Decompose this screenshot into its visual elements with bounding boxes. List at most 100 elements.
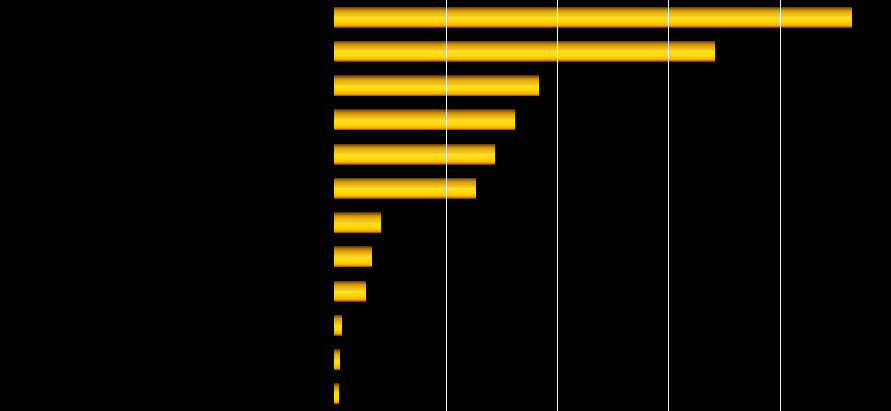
Bar: [334, 216, 381, 217]
Bar: [334, 10, 852, 11]
Bar: [334, 47, 715, 48]
Bar: [334, 79, 539, 80]
Bar: [334, 400, 339, 401]
Bar: [334, 386, 339, 387]
Bar: [334, 213, 381, 214]
Bar: [334, 158, 495, 159]
Bar: [334, 59, 715, 60]
Bar: [334, 220, 381, 221]
Bar: [334, 23, 852, 24]
Bar: [334, 77, 539, 78]
Bar: [334, 394, 339, 395]
Bar: [334, 332, 342, 333]
Bar: [334, 227, 381, 228]
Bar: [334, 392, 339, 393]
Bar: [334, 350, 340, 351]
Bar: [334, 324, 342, 325]
Bar: [334, 87, 539, 88]
Bar: [334, 287, 366, 288]
Bar: [334, 145, 495, 146]
Bar: [334, 56, 715, 57]
Bar: [334, 82, 539, 83]
Bar: [334, 293, 366, 294]
Bar: [334, 113, 515, 114]
Bar: [334, 43, 715, 44]
Bar: [334, 285, 366, 286]
Bar: [334, 127, 515, 128]
Bar: [334, 45, 715, 46]
Bar: [334, 291, 366, 292]
Bar: [334, 230, 381, 231]
Bar: [334, 24, 852, 25]
Bar: [334, 84, 539, 85]
Bar: [334, 94, 539, 95]
Bar: [334, 315, 342, 316]
Bar: [334, 83, 539, 84]
Bar: [334, 317, 342, 318]
Bar: [334, 126, 515, 127]
Bar: [334, 292, 366, 293]
Bar: [334, 329, 342, 330]
Bar: [334, 51, 715, 52]
Bar: [334, 183, 476, 184]
Bar: [334, 123, 515, 124]
Bar: [334, 228, 381, 229]
Bar: [334, 252, 372, 253]
Bar: [334, 55, 715, 56]
Bar: [334, 184, 476, 185]
Bar: [334, 222, 381, 223]
Bar: [334, 333, 342, 334]
Bar: [334, 192, 476, 193]
Bar: [334, 182, 476, 183]
Bar: [334, 214, 381, 215]
Bar: [334, 196, 476, 197]
Bar: [334, 318, 342, 319]
Bar: [334, 393, 339, 394]
Bar: [334, 403, 339, 404]
Bar: [334, 186, 476, 187]
Bar: [334, 331, 342, 332]
Bar: [334, 179, 476, 180]
Bar: [334, 19, 852, 20]
Bar: [334, 187, 476, 188]
Bar: [334, 7, 852, 8]
Bar: [334, 27, 852, 28]
Bar: [334, 185, 476, 186]
Bar: [334, 248, 372, 249]
Bar: [334, 322, 342, 323]
Bar: [334, 361, 340, 362]
Bar: [334, 258, 372, 259]
Bar: [334, 334, 342, 335]
Bar: [334, 323, 342, 324]
Bar: [334, 368, 340, 369]
Bar: [334, 326, 342, 327]
Bar: [334, 121, 515, 122]
Bar: [334, 320, 342, 321]
Bar: [334, 401, 339, 402]
Bar: [334, 261, 372, 262]
Bar: [334, 41, 715, 42]
Bar: [334, 149, 495, 150]
Bar: [334, 280, 366, 281]
Bar: [334, 180, 476, 181]
Bar: [334, 259, 372, 260]
Bar: [334, 119, 515, 120]
Bar: [334, 129, 515, 130]
Bar: [334, 160, 495, 161]
Bar: [334, 263, 372, 264]
Bar: [334, 124, 515, 125]
Bar: [334, 225, 381, 226]
Bar: [334, 57, 715, 58]
Bar: [334, 122, 515, 123]
Bar: [334, 16, 852, 17]
Bar: [334, 112, 515, 113]
Bar: [334, 396, 339, 397]
Bar: [334, 194, 476, 195]
Bar: [334, 212, 381, 213]
Bar: [334, 220, 381, 221]
Bar: [334, 111, 515, 112]
Bar: [334, 246, 372, 247]
Bar: [334, 266, 372, 267]
Bar: [334, 319, 342, 320]
Bar: [334, 178, 476, 179]
